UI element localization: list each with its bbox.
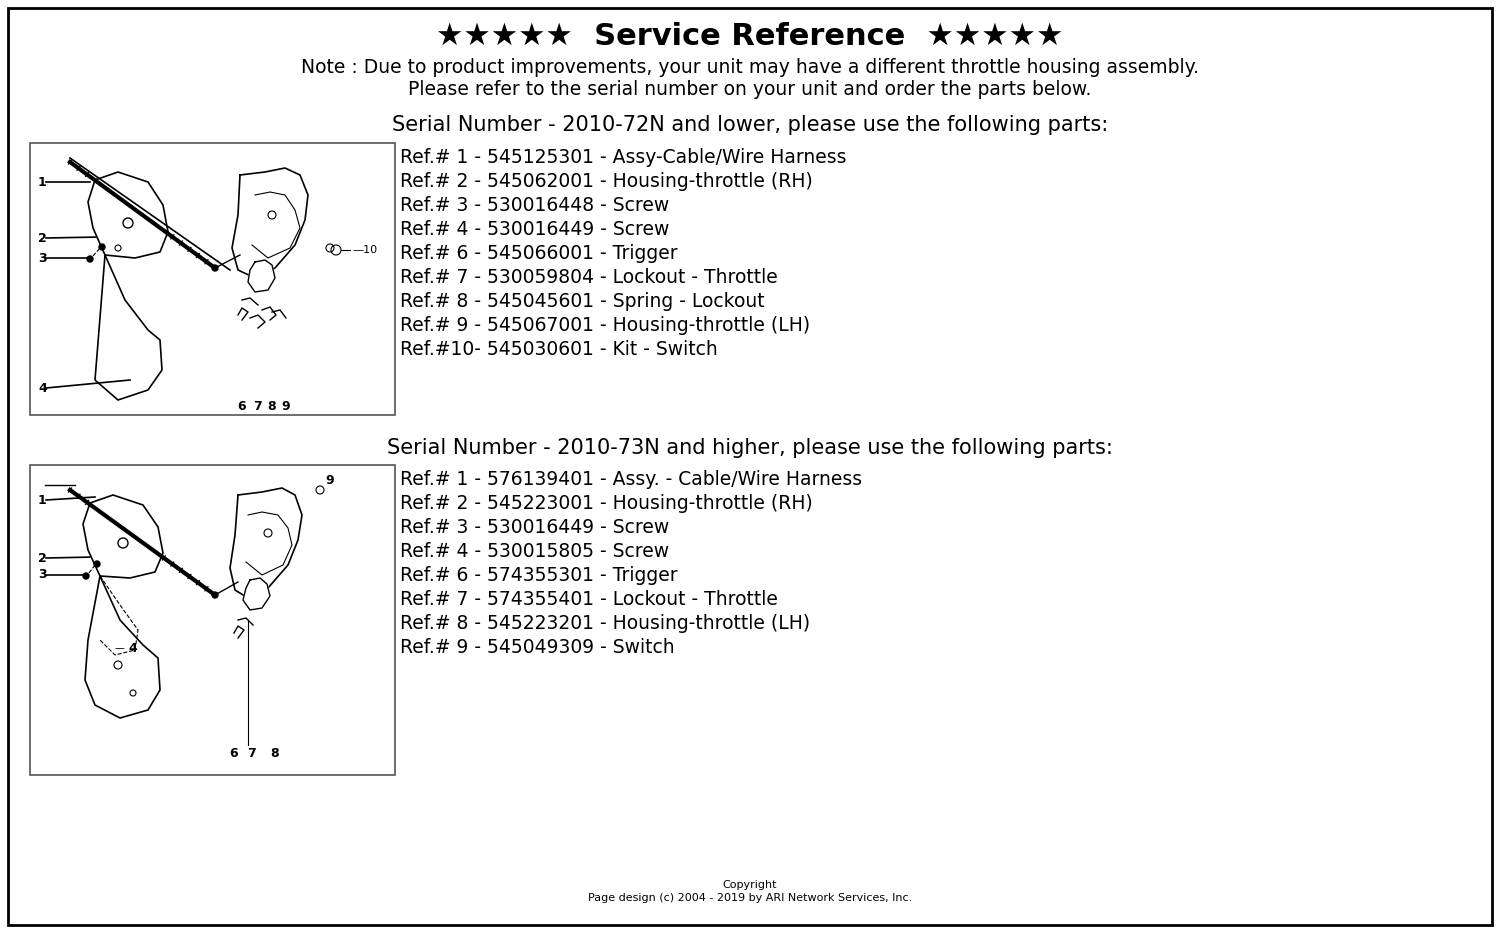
Text: Ref.# 2 - 545062001 - Housing-throttle (RH): Ref.# 2 - 545062001 - Housing-throttle (… [400,172,813,191]
Circle shape [99,244,105,250]
Circle shape [94,561,100,567]
Text: —10: —10 [352,245,376,255]
Text: Ref.# 3 - 530016449 - Screw: Ref.# 3 - 530016449 - Screw [400,518,669,537]
Text: 6: 6 [230,747,238,760]
Text: Ref.# 4 - 530016449 - Screw: Ref.# 4 - 530016449 - Screw [400,220,669,239]
Text: Serial Number - 2010-73N and higher, please use the following parts:: Serial Number - 2010-73N and higher, ple… [387,438,1113,458]
Text: Ref.# 1 - 545125301 - Assy-Cable/Wire Harness: Ref.# 1 - 545125301 - Assy-Cable/Wire Ha… [400,148,846,167]
Text: 9: 9 [326,474,334,486]
Polygon shape [232,168,308,278]
Text: Ref.# 4 - 530015805 - Screw: Ref.# 4 - 530015805 - Screw [400,542,669,561]
Text: —: — [116,643,124,653]
Text: 3: 3 [38,252,46,264]
Bar [30,143,395,415]
Circle shape [87,256,93,262]
Text: Ref.# 8 - 545223201 - Housing-throttle (LH): Ref.# 8 - 545223201 - Housing-throttle (… [400,614,810,633]
Bar [30,465,395,775]
Text: 9: 9 [282,400,291,413]
Text: 8: 8 [270,747,279,760]
Text: Ref.# 1 - 576139401 - Assy. - Cable/Wire Harness: Ref.# 1 - 576139401 - Assy. - Cable/Wire… [400,470,862,489]
Polygon shape [248,260,274,292]
Text: 1: 1 [38,175,46,188]
Text: Ref.# 6 - 574355301 - Trigger: Ref.# 6 - 574355301 - Trigger [400,566,678,585]
Text: Ref.# 6 - 545066001 - Trigger: Ref.# 6 - 545066001 - Trigger [400,244,678,263]
Polygon shape [82,495,164,578]
Text: 4: 4 [128,642,136,655]
Text: Ref.# 9 - 545067001 - Housing-throttle (LH): Ref.# 9 - 545067001 - Housing-throttle (… [400,316,810,335]
Text: Copyright: Copyright [723,880,777,890]
Circle shape [82,573,88,579]
Text: Ref.# 8 - 545045601 - Spring - Lockout: Ref.# 8 - 545045601 - Spring - Lockout [400,292,765,311]
Text: Ref.# 3 - 530016448 - Screw: Ref.# 3 - 530016448 - Screw [400,196,669,215]
Text: 2: 2 [38,551,46,564]
Text: 1: 1 [38,494,46,507]
Text: Ref.# 9 - 545049309 - Switch: Ref.# 9 - 545049309 - Switch [400,638,675,657]
Text: Serial Number - 2010-72N and lower, please use the following parts:: Serial Number - 2010-72N and lower, plea… [392,115,1108,135]
Text: Note : Due to product improvements, your unit may have a different throttle hous: Note : Due to product improvements, your… [302,58,1198,77]
Text: 2: 2 [38,231,46,244]
Text: Ref.# 2 - 545223001 - Housing-throttle (RH): Ref.# 2 - 545223001 - Housing-throttle (… [400,494,813,513]
Polygon shape [88,172,168,258]
Text: Ref.#10- 545030601 - Kit - Switch: Ref.#10- 545030601 - Kit - Switch [400,340,717,359]
Text: 4: 4 [38,382,46,395]
Text: 8: 8 [267,400,276,413]
Text: ★★★★★  Service Reference  ★★★★★: ★★★★★ Service Reference ★★★★★ [436,22,1064,51]
Text: Please refer to the serial number on your unit and order the parts below.: Please refer to the serial number on you… [408,80,1092,99]
Text: 7: 7 [248,747,256,760]
Text: 7: 7 [254,400,262,413]
Text: Page design (c) 2004 - 2019 by ARI Network Services, Inc.: Page design (c) 2004 - 2019 by ARI Netwo… [588,893,912,903]
Text: Ref.# 7 - 574355401 - Lockout - Throttle: Ref.# 7 - 574355401 - Lockout - Throttle [400,590,778,609]
Polygon shape [230,488,302,598]
Text: 3: 3 [38,568,46,581]
Circle shape [211,592,217,598]
Text: Ref.# 7 - 530059804 - Lockout - Throttle: Ref.# 7 - 530059804 - Lockout - Throttle [400,268,777,287]
Text: 6: 6 [237,400,246,413]
Circle shape [211,265,217,271]
Polygon shape [243,578,270,610]
